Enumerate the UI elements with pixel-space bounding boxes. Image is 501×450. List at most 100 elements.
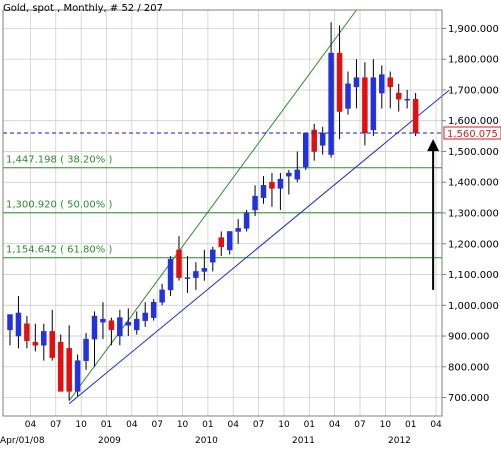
y-tick-label: 1,700.000 bbox=[448, 85, 499, 96]
candle-down bbox=[32, 341, 39, 346]
candle-down bbox=[108, 320, 115, 331]
candle-up bbox=[277, 178, 284, 189]
x-tick-label: 01 bbox=[202, 420, 213, 430]
current-price-label: 1,560.075 bbox=[447, 129, 498, 140]
candle-up bbox=[142, 312, 148, 321]
fib-level-label: 1,300.920 ( 50.00% ) bbox=[6, 200, 112, 211]
x-tick-label: 10 bbox=[177, 420, 189, 430]
trendline bbox=[68, 89, 450, 405]
x-tick-label: 07 bbox=[50, 420, 61, 430]
candle-up bbox=[353, 77, 360, 88]
x-tick-label: 10 bbox=[75, 420, 87, 430]
y-tick-label: 1,500.000 bbox=[448, 147, 499, 158]
x-tick-label: 07 bbox=[253, 420, 264, 430]
candle-up bbox=[41, 331, 47, 346]
candle-up bbox=[345, 83, 351, 109]
candle-down bbox=[311, 129, 317, 152]
candle-down bbox=[66, 348, 72, 392]
candle-up bbox=[91, 315, 98, 340]
x-year-label: 2009 bbox=[98, 436, 121, 446]
overlay-layer bbox=[3, 132, 442, 290]
candle-up bbox=[243, 212, 250, 229]
x-tick-label: 04 bbox=[329, 420, 341, 430]
candle-down bbox=[218, 237, 224, 248]
candle-up bbox=[328, 52, 334, 155]
current-price-box bbox=[443, 126, 501, 140]
candle-up bbox=[235, 228, 241, 232]
fib-level-label: 1,154.642 ( 61.80% ) bbox=[6, 245, 112, 256]
x-year-label: 2012 bbox=[388, 436, 411, 446]
candle-down bbox=[24, 323, 30, 341]
candle-up bbox=[252, 195, 258, 211]
candle-up bbox=[319, 132, 326, 146]
x-tick-label: 04 bbox=[430, 420, 442, 430]
y-tick-label: 700.000 bbox=[448, 393, 489, 404]
fib-level-label: 1,447.198 ( 38.20% ) bbox=[6, 155, 112, 166]
candle-up bbox=[184, 277, 191, 279]
candle-up bbox=[100, 318, 106, 323]
candle-down bbox=[387, 77, 393, 88]
x-year-label: 2010 bbox=[195, 436, 218, 446]
x-tick-label: 07 bbox=[151, 420, 162, 430]
x-tick-label: 04 bbox=[25, 420, 37, 430]
candle-up bbox=[260, 185, 267, 198]
axis-layer: 700.000 800.000 900.000 1,000.000 1,100.000 1… bbox=[0, 24, 501, 446]
candle-up bbox=[379, 74, 385, 94]
chart-title: Gold, spot , Monthly, # 52 / 207 bbox=[3, 3, 163, 14]
y-tick-label: 800.000 bbox=[448, 362, 489, 373]
y-tick-label: 900.000 bbox=[448, 332, 489, 343]
candle-down bbox=[176, 249, 182, 278]
candle-down bbox=[412, 98, 419, 134]
candle-up bbox=[125, 321, 132, 326]
candle-up bbox=[294, 169, 301, 180]
x-tick-label: 01 bbox=[304, 420, 315, 430]
trend-layer bbox=[68, 9, 450, 405]
candle-up bbox=[150, 301, 157, 318]
x-year-label: 2011 bbox=[292, 436, 315, 446]
candle-up bbox=[210, 249, 216, 263]
y-tick-label: 1,100.000 bbox=[448, 270, 499, 281]
fib-layer: 1,447.198 ( 38.20% ) 1,300.920 ( 50.00% )… bbox=[3, 155, 442, 259]
candle-up bbox=[370, 77, 377, 131]
x-tick-label: 01 bbox=[405, 420, 416, 430]
candle-down bbox=[49, 331, 55, 358]
x-tick-label: 10 bbox=[380, 420, 392, 430]
candle-up bbox=[286, 172, 292, 177]
trendline bbox=[68, 9, 357, 401]
candle-up bbox=[201, 268, 208, 272]
y-tick-label: 1,300.000 bbox=[448, 209, 499, 220]
candle-up bbox=[193, 271, 199, 278]
candle-up bbox=[303, 132, 309, 168]
y-tick-label: 1,800.000 bbox=[448, 55, 499, 66]
x-tick-label: 04 bbox=[228, 420, 240, 430]
x-tick-label: 01 bbox=[101, 420, 112, 430]
candle-up bbox=[134, 318, 140, 331]
candle-up bbox=[7, 314, 13, 331]
x-tick-label: 10 bbox=[278, 420, 290, 430]
x-tick-label: 04 bbox=[126, 420, 138, 430]
candle-up bbox=[404, 98, 410, 101]
candle-down bbox=[57, 341, 64, 392]
candle-up bbox=[74, 360, 81, 392]
annotation-arrow-head bbox=[427, 139, 440, 152]
y-tick-label: 1,600.000 bbox=[448, 116, 499, 127]
candle-layer bbox=[7, 22, 419, 401]
y-tick-label: 1,200.000 bbox=[448, 239, 499, 250]
candle-up bbox=[83, 338, 89, 361]
candle-up bbox=[167, 258, 174, 291]
candle-up bbox=[226, 231, 233, 251]
x-year-label: Apr/01/08 bbox=[0, 436, 45, 446]
y-tick-label: 1,900.000 bbox=[448, 24, 499, 35]
y-tick-label: 1,000.000 bbox=[448, 301, 499, 312]
y-tick-label: 1,400.000 bbox=[448, 178, 499, 189]
candle-up bbox=[117, 317, 123, 337]
candle-down bbox=[269, 181, 275, 189]
candle-up bbox=[159, 289, 165, 303]
x-tick-label: 07 bbox=[354, 420, 365, 430]
candle-down bbox=[395, 92, 402, 100]
candle-down bbox=[336, 52, 343, 112]
candle-down bbox=[362, 77, 368, 134]
